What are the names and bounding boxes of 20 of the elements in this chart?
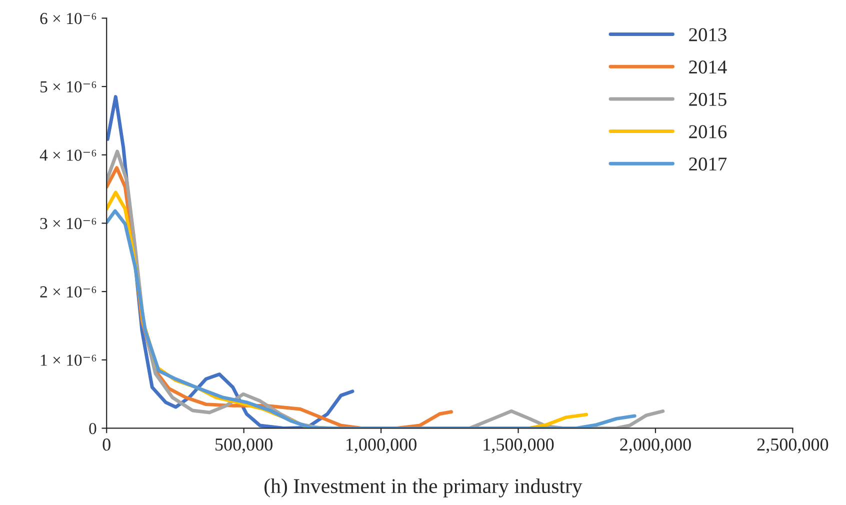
x-tick-label: 500,000 — [216, 438, 272, 454]
x-tick-label: 1,500,000 — [484, 438, 554, 454]
line-series — [106, 209, 636, 428]
y-tick-label: 5 × 10⁻⁶ — [40, 81, 96, 92]
y-tick-label: 2 × 10⁻⁶ — [40, 286, 96, 298]
x-tick-label: 0 — [102, 438, 110, 451]
legend-label: 2015 — [689, 92, 726, 106]
y-tick-label: 3 × 10⁻⁶ — [40, 218, 96, 230]
x-tick-label: 2,500,000 — [757, 438, 828, 454]
x-tick-label: 1,000,000 — [346, 438, 416, 454]
legend-label: 2016 — [689, 125, 727, 138]
x-tick-label: 2,000,000 — [620, 438, 691, 454]
legend-label: 2014 — [689, 60, 727, 74]
text: (h) Investment in the primary industry — [264, 478, 582, 498]
y-tick-label: 6 × 10⁻⁶ — [40, 12, 96, 24]
y-tick-label: 0 — [89, 422, 96, 434]
legend-label: 2017 — [689, 158, 727, 171]
y-tick-label: 1 × 10⁻⁶ — [41, 354, 96, 366]
legend-label: 2013 — [689, 28, 726, 42]
y-tick-label: 4 × 10⁻⁶ — [40, 150, 96, 161]
